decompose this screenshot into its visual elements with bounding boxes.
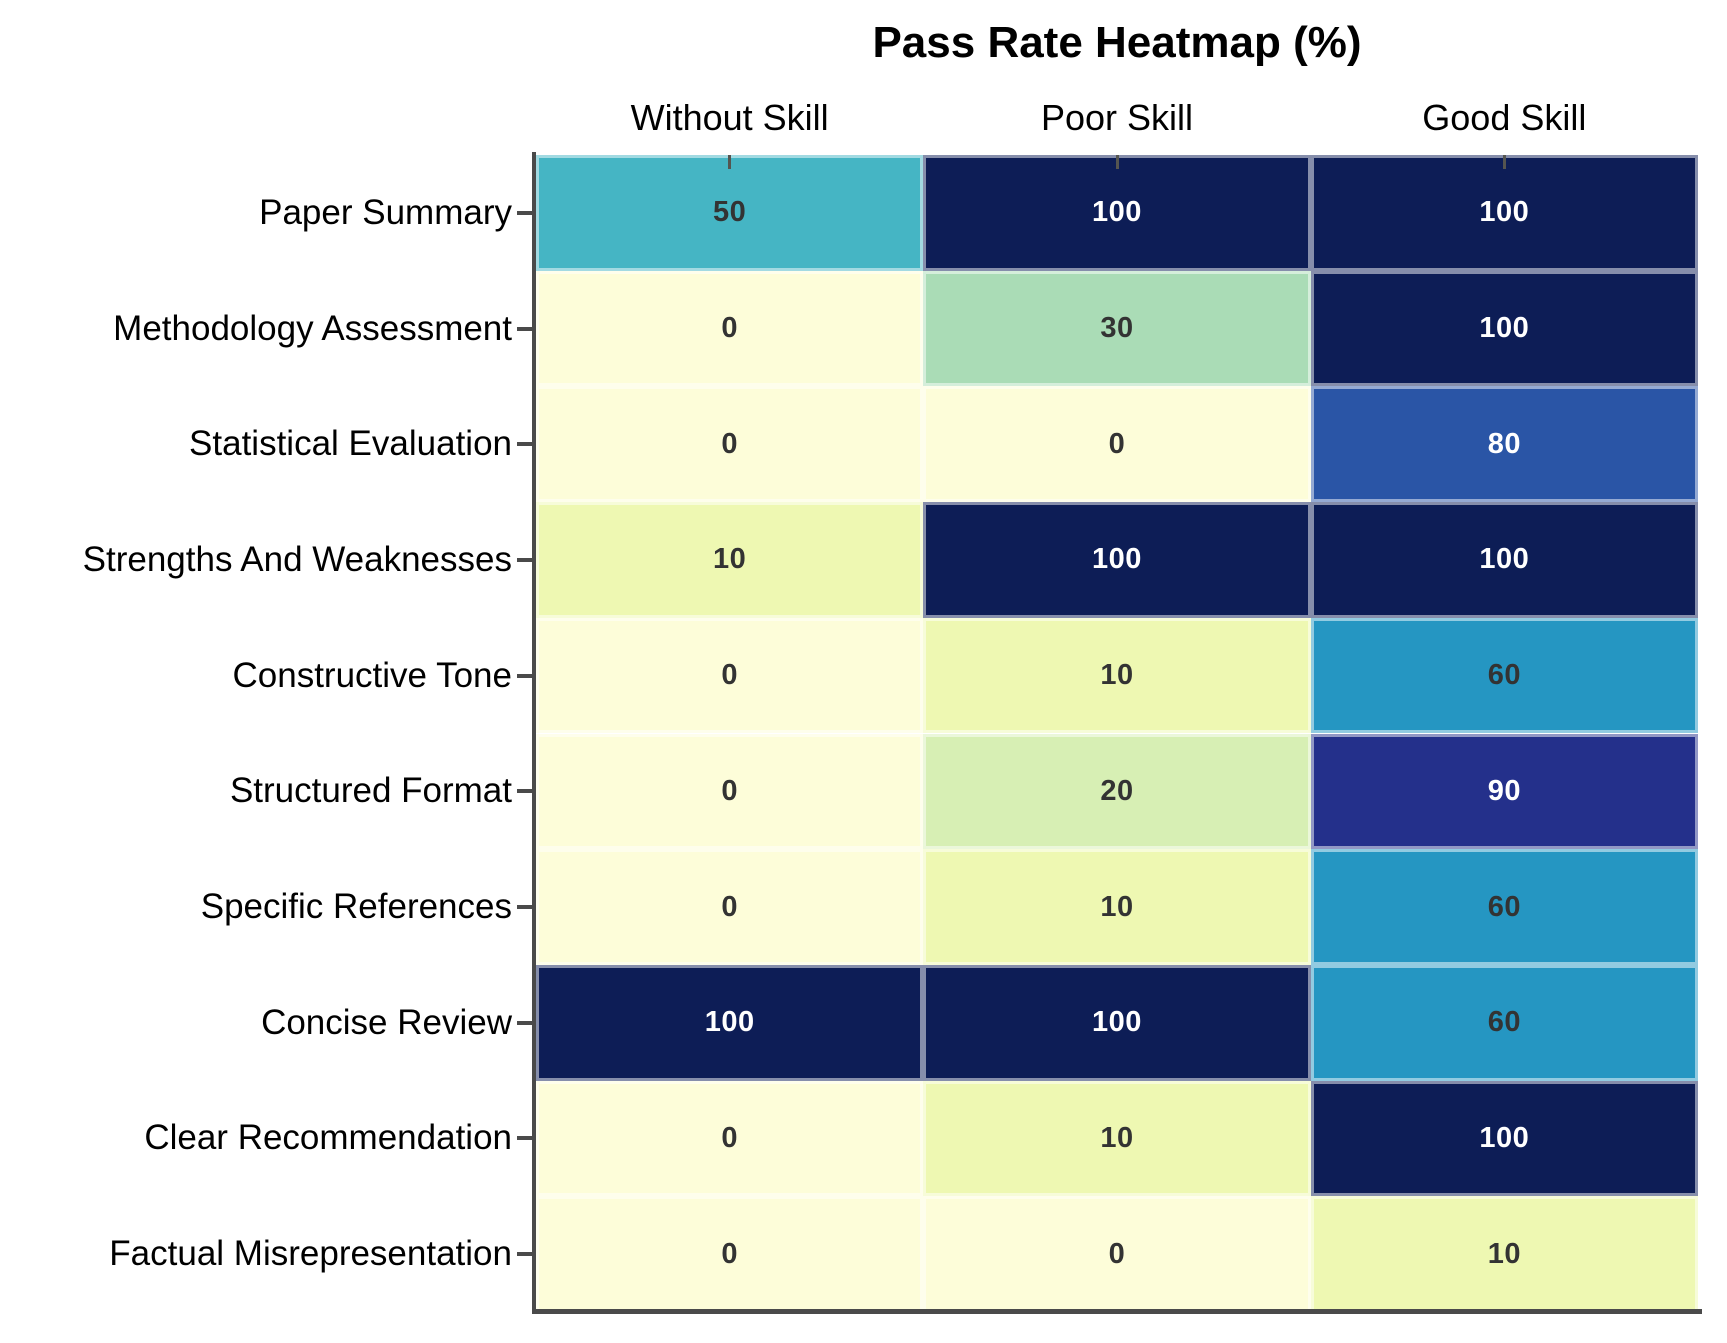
heatmap-cell: 60 [1310, 849, 1698, 965]
y-tick [517, 326, 532, 331]
col-header-good-skill: Good Skill [1422, 97, 1587, 138]
heatmap-cell: 10 [923, 617, 1311, 734]
y-tick [517, 789, 532, 794]
row-label-specific-references: Specific References [200, 887, 512, 927]
heatmap-cell: 100 [923, 502, 1311, 618]
heatmap-cell: 10 [923, 1080, 1311, 1197]
heatmap-cell: 0 [923, 386, 1311, 503]
heatmap-cell: 0 [536, 1196, 924, 1312]
cell-value: 0 [721, 774, 738, 807]
heatmap-cell: 10 [1310, 1196, 1698, 1312]
y-tick [517, 557, 532, 562]
cell-value: 60 [1487, 890, 1521, 923]
cell-value: 20 [1100, 774, 1134, 807]
col-header-poor-skill: Poor Skill [1040, 97, 1194, 138]
heatmap-cell: 100 [923, 155, 1311, 271]
heatmap-cell: 0 [536, 733, 924, 850]
heatmap-cell: 0 [923, 1196, 1311, 1312]
cell-value: 0 [721, 427, 738, 460]
heatmap-cell: 0 [536, 270, 924, 387]
heatmap-cell: 30 [923, 270, 1311, 387]
cell-value: 100 [1479, 543, 1530, 576]
heatmap-cell: 60 [1310, 964, 1698, 1081]
y-tick [517, 1252, 532, 1257]
row-label-factual-misrepresentation: Factual Misrepresentation [109, 1234, 512, 1274]
x-tick [1502, 155, 1506, 169]
cell-value: 100 [704, 1006, 755, 1039]
heatmap-cell: 100 [1310, 502, 1698, 618]
cell-value: 100 [1092, 543, 1142, 576]
cell-value: 60 [1487, 659, 1521, 692]
row-label-structured-format: Structured Format [229, 771, 512, 811]
heatmap-cell: 90 [1310, 733, 1698, 850]
left-spine [532, 152, 536, 1313]
heatmap-cell: 80 [1310, 386, 1698, 503]
heatmap-cell: 50 [536, 155, 924, 271]
heatmap-cell: 10 [536, 502, 924, 618]
heatmap-cell: 100 [536, 964, 924, 1081]
row-label-statistical-evaluation: Statistical Evaluation [189, 424, 512, 464]
cell-value: 0 [721, 890, 738, 923]
y-tick [517, 442, 532, 447]
heatmap-cell: 60 [1310, 617, 1698, 734]
y-tick [517, 673, 532, 678]
row-label-strengths-and-weaknesses: Strengths And Weaknesses [82, 539, 512, 579]
cell-value: 100 [1092, 1006, 1142, 1039]
y-tick [517, 1020, 532, 1025]
cell-value: 100 [1479, 196, 1530, 229]
heatmap-cell: 100 [1310, 270, 1698, 387]
cell-value: 0 [721, 312, 738, 345]
row-label-constructive-tone: Constructive Tone [232, 655, 512, 695]
cell-value: 0 [1108, 427, 1126, 460]
cell-value: 10 [713, 543, 747, 576]
cell-value: 50 [713, 196, 747, 229]
heatmap-cell: 0 [536, 617, 924, 734]
cell-value: 0 [721, 659, 738, 692]
x-tick [1115, 155, 1119, 169]
cell-value: 60 [1487, 1006, 1521, 1039]
cell-value: 100 [1092, 196, 1142, 229]
col-header-without-skill: Without Skill [630, 97, 829, 138]
heatmap-cell: 100 [923, 964, 1311, 1081]
row-label-methodology-assessment: Methodology Assessment [113, 308, 512, 348]
heatmap-cell: 10 [923, 849, 1311, 965]
heatmap-cell: 100 [1310, 155, 1698, 271]
cell-value: 10 [1100, 890, 1134, 923]
chart-title: Pass Rate Heatmap (%) [872, 18, 1362, 67]
cell-value: 30 [1100, 312, 1134, 345]
cell-value: 10 [1100, 659, 1134, 692]
cell-value: 90 [1487, 774, 1521, 807]
y-tick [517, 210, 532, 215]
cell-value: 100 [1479, 312, 1530, 345]
heatmap-cell: 20 [923, 733, 1311, 850]
row-label-clear-recommendation: Clear Recommendation [144, 1118, 512, 1158]
heatmap-cell: 0 [536, 849, 924, 965]
y-tick [517, 1136, 532, 1141]
row-label-concise-review: Concise Review [261, 1002, 512, 1042]
cell-value: 10 [1100, 1121, 1134, 1154]
row-label-paper-summary: Paper Summary [259, 192, 512, 232]
cell-value: 80 [1487, 427, 1521, 460]
cell-value: 0 [721, 1237, 738, 1270]
bottom-spine [532, 1309, 1702, 1314]
heatmap-cell: 0 [536, 386, 924, 503]
heatmap-cell: 100 [1310, 1080, 1698, 1197]
cell-value: 100 [1479, 1121, 1530, 1154]
heatmap-cell: 0 [536, 1080, 924, 1197]
x-tick [728, 155, 732, 169]
cell-value: 0 [1108, 1237, 1126, 1270]
cell-value: 10 [1487, 1237, 1521, 1270]
cell-value: 0 [721, 1121, 738, 1154]
y-tick [517, 905, 532, 910]
